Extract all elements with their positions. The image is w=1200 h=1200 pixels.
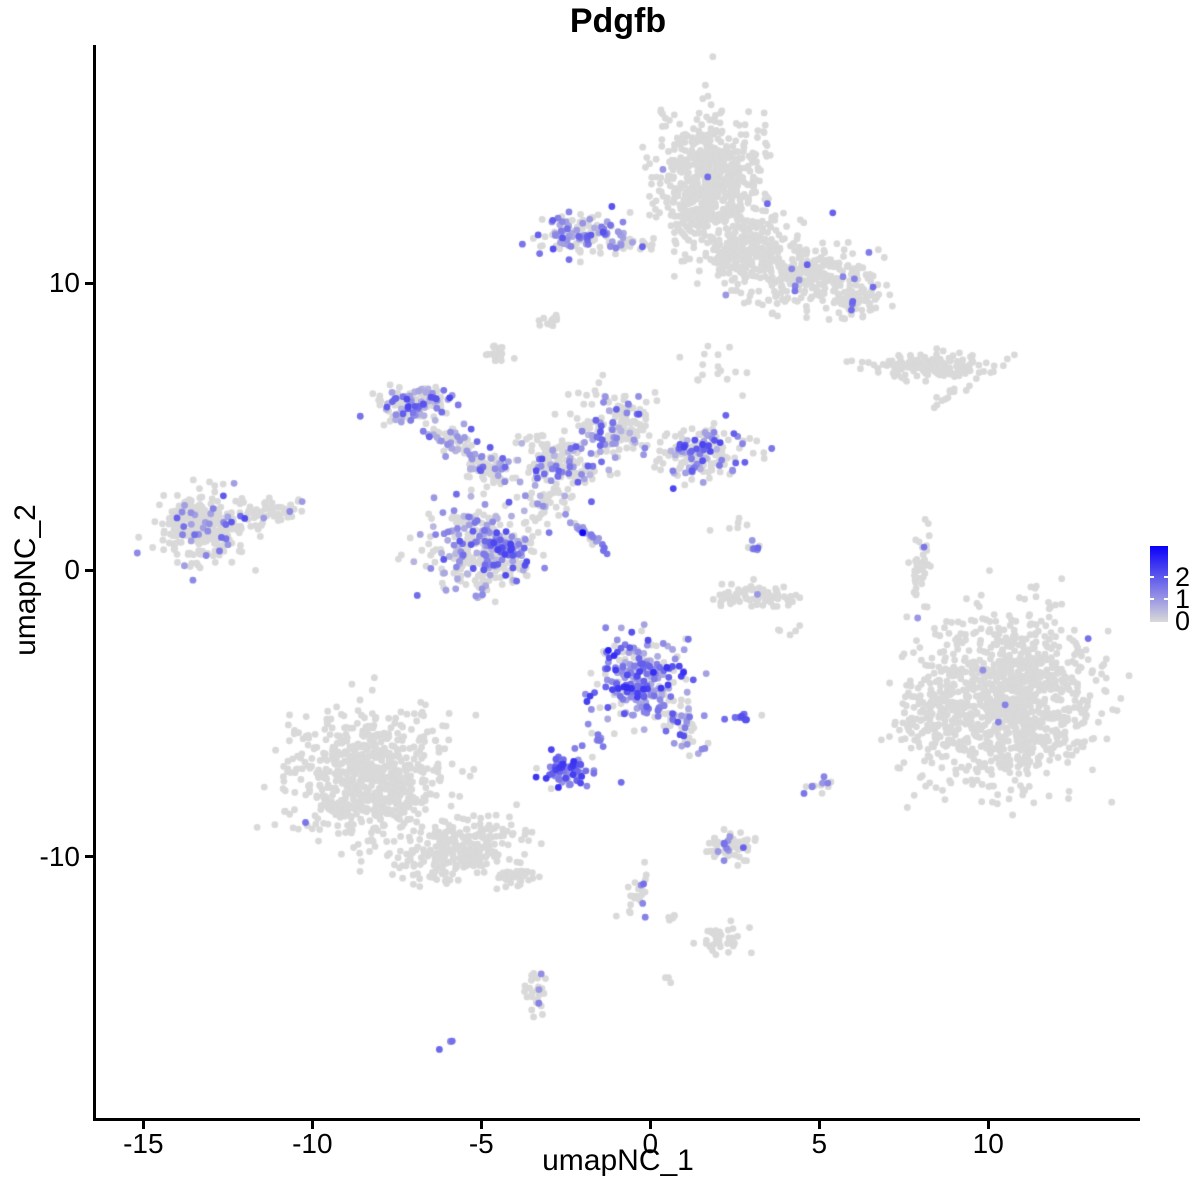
legend-notch — [1150, 598, 1154, 600]
x-tick-mark — [310, 1121, 314, 1129]
x-tick-label: 0 — [642, 1128, 659, 1159]
umap-scatter-canvas — [96, 45, 1140, 1118]
legend-tick-label: 2 — [1175, 562, 1191, 592]
x-tick-label: 10 — [972, 1128, 1004, 1159]
legend-tick-label: 1 — [1175, 584, 1191, 614]
x-tick-label: -5 — [468, 1128, 494, 1159]
y-tick-label: 10 — [48, 267, 80, 299]
plot-title: Pdgfb — [569, 2, 667, 40]
legend-gradient-bar — [1150, 546, 1168, 622]
y-tick-label: 0 — [64, 554, 80, 586]
x-tick-mark — [479, 1121, 483, 1129]
x-tick-mark — [817, 1121, 821, 1129]
x-tick-mark — [986, 1121, 990, 1129]
x-tick-label: -10 — [292, 1128, 333, 1159]
y-tick-mark — [85, 281, 93, 285]
x-tick-label: 5 — [811, 1128, 828, 1159]
y-tick-mark — [85, 568, 93, 572]
x-tick-mark — [648, 1121, 652, 1129]
y-axis-line — [93, 45, 96, 1121]
legend-tick-label: 0 — [1175, 606, 1191, 636]
x-axis-title: umapNC_1 — [542, 1144, 694, 1177]
x-axis-line — [93, 1118, 1140, 1121]
legend-notch — [1164, 598, 1168, 600]
x-tick-label: -15 — [123, 1128, 164, 1159]
y-tick-label: -10 — [39, 840, 80, 872]
x-tick-mark — [141, 1121, 145, 1129]
y-tick-mark — [85, 855, 93, 859]
legend-notch — [1150, 576, 1154, 578]
legend-notch — [1164, 576, 1168, 578]
